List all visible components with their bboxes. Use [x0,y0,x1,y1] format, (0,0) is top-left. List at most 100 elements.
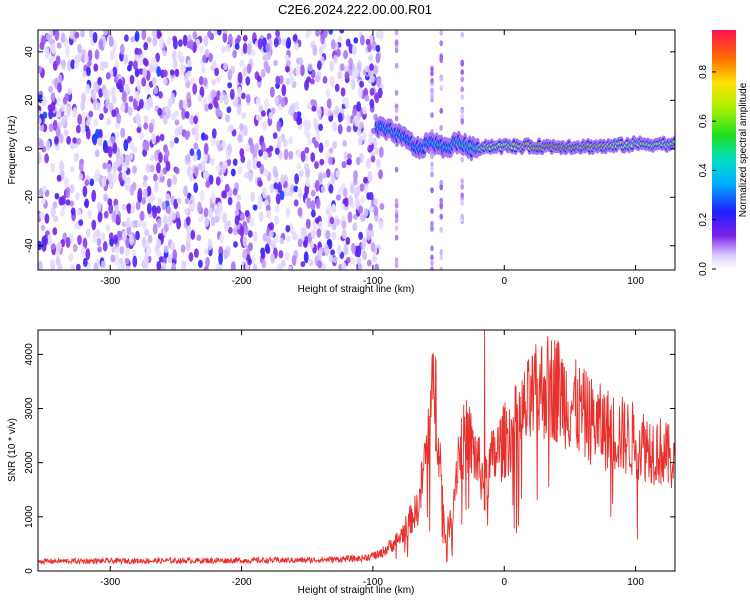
noise-speck [369,98,375,108]
noise-speck [48,85,53,93]
noise-speck [273,60,278,66]
noise-speck [229,124,235,132]
noise-speck [362,106,367,115]
noise-speck [108,203,114,215]
noise-speck [337,124,343,135]
noise-speck [197,94,203,102]
noise-speck [177,50,183,62]
noise-speck [193,182,199,193]
y-tick-label: 0 [24,568,35,574]
y-tick-label: 0 [24,146,35,152]
noise-speck [87,209,92,219]
noise-speck [102,241,108,252]
noise-speck [236,194,242,201]
noise-speck [314,180,320,192]
noise-speck [159,133,165,142]
noise-speck [151,77,157,86]
noise-speck [167,98,173,108]
noise-speck [73,223,79,230]
noise-speck [260,141,266,153]
noise-speck [208,174,214,185]
noise-speck [250,255,256,265]
faint-speck [439,197,444,204]
faint-speck [439,124,444,131]
noise-speck [86,66,91,77]
noise-speck [350,257,356,264]
noise-speck [120,127,126,138]
noise-speck [360,34,365,46]
faint-speck [430,260,434,267]
noise-speck [274,95,280,105]
noise-speck [245,76,251,86]
noise-speck [123,53,129,65]
noise-speck [125,177,131,185]
colorbar-ticks: 0.0 0.2 0.4 0.6 0.8 [698,64,716,276]
noise-speck [315,132,321,142]
x-tick-label: 100 [627,276,644,287]
noise-speck [174,137,179,144]
noise-speck [93,118,99,127]
noise-speck [128,153,134,160]
faint-speck [439,266,443,270]
noise-speck [297,207,303,217]
noise-speck [80,30,85,38]
noise-speck [60,32,66,43]
noise-speck [374,92,380,104]
noise-speck [103,193,109,202]
noise-speck [257,38,263,50]
noise-speck [226,106,232,114]
faint-speck [394,89,399,96]
noise-speck [210,216,216,227]
noise-speck [227,69,233,81]
noise-speck [230,261,236,270]
noise-speck [373,205,379,217]
noise-speck [293,185,299,193]
noise-speck [218,252,224,265]
noise-speck [199,86,205,98]
noise-speck [122,230,127,242]
faint-speck [460,108,465,114]
noise-speck [285,235,291,242]
noise-speck [55,256,61,266]
noise-speck [283,148,289,161]
faint-speck [394,198,399,205]
noise-speck [306,197,312,209]
noise-speck [53,215,59,223]
noise-speck [358,231,363,240]
noise-speck [368,223,373,231]
noise-speck [270,107,276,114]
noise-speck [203,207,209,218]
noise-speck [274,205,280,214]
noise-speck [136,115,142,125]
noise-speck [216,76,222,83]
noise-speck [50,92,56,103]
noise-speck [222,212,228,224]
noise-speck [140,220,146,228]
noise-speck [130,202,136,215]
noise-speck [204,103,209,112]
noise-speck [199,189,205,202]
noise-speck [54,193,60,200]
noise-speck [131,181,137,191]
noise-speck [342,140,347,147]
noise-speck [41,243,47,252]
noise-speck [325,168,331,178]
faint-speck [460,86,465,93]
noise-speck [39,211,45,220]
noise-speck [44,46,50,57]
noise-speck [234,215,240,226]
noise-speck [294,42,299,51]
noise-speck [76,124,81,134]
noise-speck [193,166,199,177]
noise-speck [77,234,82,246]
noise-speck [180,244,186,253]
noise-speck [69,142,75,150]
noise-speck [156,218,162,228]
noise-speck [352,108,357,116]
noise-speck [116,113,122,124]
noise-speck [55,96,61,107]
noise-speck [176,217,182,230]
noise-speck [311,209,316,218]
noise-speck [111,246,117,253]
noise-speck [57,263,63,270]
